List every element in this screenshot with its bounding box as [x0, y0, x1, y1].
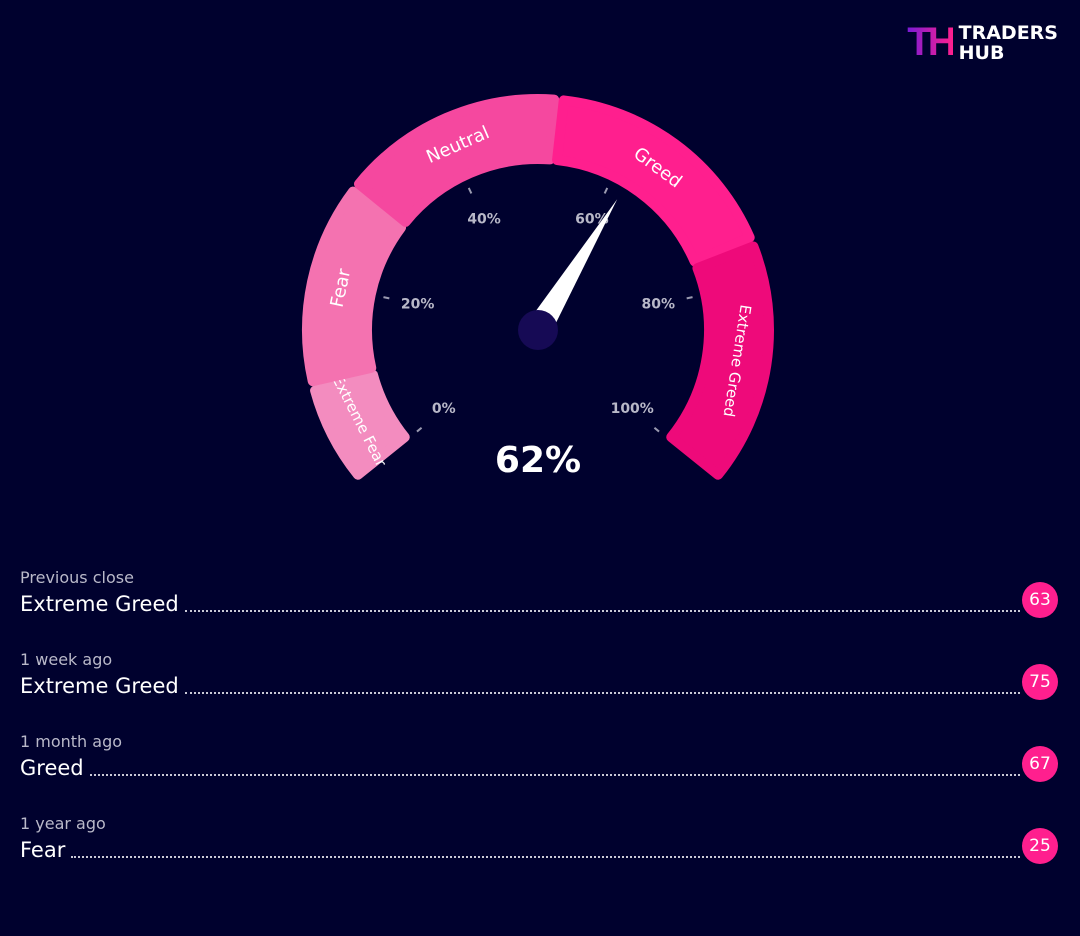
tick-mark: [383, 296, 390, 300]
gauge-value: 62%: [495, 440, 581, 481]
history-value: 25: [1022, 828, 1058, 864]
history-value: 75: [1022, 664, 1058, 700]
history-line: Greed 67: [20, 746, 1058, 782]
gauge-segment: [302, 186, 407, 387]
tick-label: 40%: [467, 211, 501, 227]
gauge-segment: [552, 95, 755, 267]
history-row: Previous close Extreme Greed 63: [20, 566, 1058, 648]
history-line: Extreme Greed 63: [20, 582, 1058, 618]
tick-label: 0%: [432, 401, 456, 417]
history-line: Fear 25: [20, 828, 1058, 864]
gauge-segment: [353, 94, 560, 227]
history-period: 1 year ago: [20, 814, 106, 833]
history-value: 63: [1022, 582, 1058, 618]
tick-label: 20%: [401, 296, 435, 312]
history-row: 1 year ago Fear 25: [20, 812, 1058, 894]
history-row: 1 week ago Extreme Greed 75: [20, 648, 1058, 730]
tick-mark: [653, 426, 660, 433]
tick-label: 100%: [611, 401, 654, 417]
needle-hub: [518, 310, 558, 350]
history-state: Extreme Greed: [20, 592, 179, 616]
history-row: 1 month ago Greed 67: [20, 730, 1058, 812]
history-period: 1 week ago: [20, 650, 113, 669]
history-period: Previous close: [20, 568, 134, 587]
dotted-leader: [89, 774, 1020, 776]
dotted-leader: [184, 692, 1020, 694]
history-list: Previous close Extreme Greed 63 1 week ago E…: [20, 566, 1058, 894]
logo-line: HUB: [958, 41, 1005, 64]
history-value: 67: [1022, 746, 1058, 782]
logo-mark: TH: [907, 20, 956, 64]
tick-label: 80%: [642, 296, 676, 312]
tick-mark: [686, 296, 693, 300]
dotted-leader: [184, 610, 1020, 612]
tick-mark: [603, 187, 609, 194]
logo: TH TRADERS HUB: [907, 20, 1058, 65]
tick-mark: [467, 187, 473, 194]
history-state: Extreme Greed: [20, 674, 179, 698]
history-state: Fear: [20, 838, 66, 862]
gauge-segment: [310, 369, 410, 480]
history-line: Extreme Greed 75: [20, 664, 1058, 700]
history-state: Greed: [20, 756, 84, 780]
gauge-segment: [666, 241, 774, 480]
history-period: 1 month ago: [20, 732, 123, 751]
tick-mark: [416, 426, 423, 433]
logo-line: TRADERS: [958, 21, 1058, 44]
needle: [526, 199, 618, 337]
logo-words: TRADERS HUB: [959, 23, 1058, 63]
dotted-leader: [71, 856, 1020, 858]
